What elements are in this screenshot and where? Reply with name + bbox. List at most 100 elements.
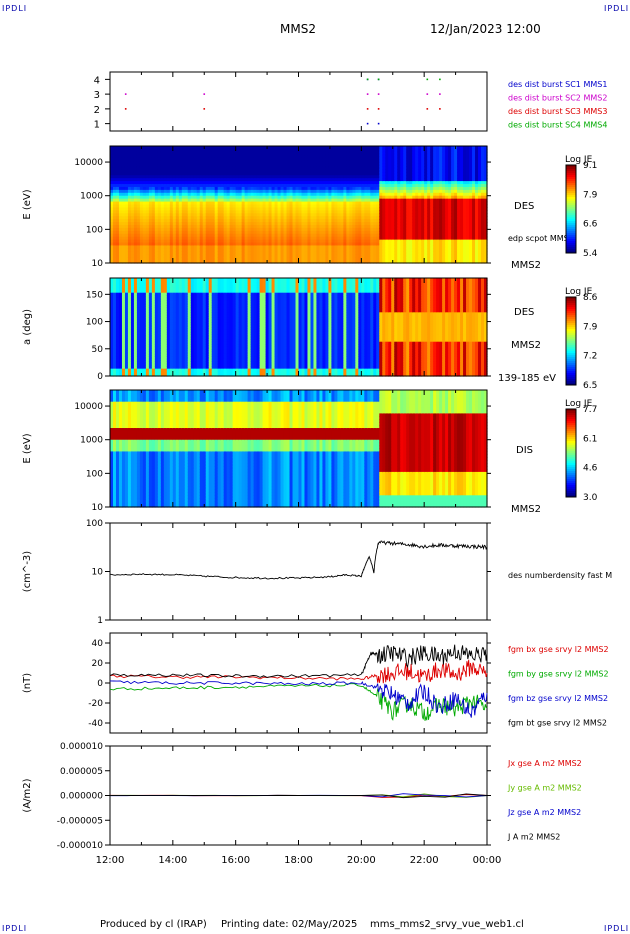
spectrogram-cell — [214, 207, 219, 211]
spectrogram-cell — [214, 184, 219, 188]
spectrogram-cell — [157, 192, 162, 197]
spectrogram-cell — [163, 151, 168, 156]
spectrogram-cell — [187, 207, 192, 211]
spectrogram-cell — [154, 207, 159, 211]
spectrogram-cell — [187, 210, 192, 214]
spectrogram-cell — [115, 257, 120, 261]
spectrogram-cell — [142, 151, 147, 156]
spectrogram-cell — [148, 163, 153, 168]
spectrogram-cell — [142, 254, 147, 258]
spectrogram-cell — [124, 260, 129, 264]
spectrogram-cell — [160, 207, 165, 211]
spectrogram-cell — [178, 195, 183, 200]
spectrogram-cell — [211, 169, 216, 173]
spectrogram-cell — [145, 146, 150, 150]
spectrogram-cell — [118, 184, 123, 188]
spectrogram-cell — [199, 198, 204, 203]
spectrogram-cell — [139, 198, 144, 203]
spectrogram-cell — [139, 175, 144, 179]
spectrogram-cell — [145, 151, 150, 156]
spectrogram-cell — [217, 251, 222, 255]
spectrogram-cell — [163, 239, 168, 244]
spectrogram-cell — [205, 230, 210, 235]
spectrogram-cell — [223, 201, 228, 206]
spectrogram-cell — [217, 242, 222, 247]
spectrogram-cell — [172, 239, 177, 244]
spectrogram-cell — [196, 169, 201, 173]
spectrogram-cell — [223, 151, 228, 156]
spectrogram-cell — [226, 204, 231, 209]
spectrogram-cell — [181, 163, 186, 168]
spectrogram-cell — [148, 201, 153, 206]
spectrogram-cell — [136, 151, 141, 156]
spectrogram-cell — [130, 207, 135, 211]
spectrogram-cell — [166, 216, 171, 220]
spectrogram-cell — [202, 233, 207, 238]
spectrogram-cell — [124, 224, 129, 229]
spectrogram-cell — [118, 186, 123, 191]
spectrogram-cell — [160, 239, 165, 244]
spectrogram-cell — [133, 227, 138, 232]
spectrogram-cell — [211, 181, 216, 185]
spectrogram-cell — [130, 181, 135, 185]
spectrogram-cell — [202, 184, 207, 188]
spectrogram-cell — [202, 201, 207, 206]
spectrogram-cell — [115, 175, 120, 179]
spectrogram-cell — [208, 213, 213, 217]
spectrogram-cell — [148, 213, 153, 217]
spectrogram-cell — [136, 260, 141, 264]
spectrogram-cell — [142, 257, 147, 261]
spectrogram-cell — [118, 154, 123, 159]
spectrogram-cell — [139, 236, 144, 241]
spectrogram-cell — [178, 254, 183, 258]
spectrogram-cell — [133, 198, 138, 203]
spectrogram-cell — [187, 230, 192, 235]
spectrogram-cell — [205, 239, 210, 244]
spectrogram-cell — [157, 216, 162, 220]
spectrogram-cell — [190, 251, 195, 255]
spectrogram-cell — [172, 186, 177, 191]
spectrogram-cell — [133, 207, 138, 211]
spectrogram-cell — [139, 213, 144, 217]
spectrogram-cell — [127, 178, 132, 182]
spectrogram-cell — [217, 236, 222, 241]
spectrogram-cell — [127, 230, 132, 235]
spectrogram-cell — [130, 157, 135, 162]
spectrogram-cell — [169, 213, 174, 217]
spectrogram-cell — [184, 184, 189, 188]
spectrogram-cell — [196, 181, 201, 185]
spectrogram-cell — [202, 181, 207, 185]
spectrogram-cell — [205, 175, 210, 179]
spectrogram-cell — [130, 251, 135, 255]
spectrogram-cell — [166, 251, 171, 255]
spectrogram-cell — [136, 242, 141, 247]
spectrogram-cell — [133, 201, 138, 206]
spectrogram-cell — [196, 257, 201, 261]
spectrogram-cell — [214, 166, 219, 170]
spectrogram-cell — [211, 172, 216, 176]
spectrogram-cell — [130, 245, 135, 249]
spectrogram-cell — [160, 186, 165, 191]
spectrogram-cell — [145, 198, 150, 203]
spectrogram-cell — [220, 242, 225, 247]
spectrogram-cell — [112, 224, 117, 229]
spectrogram-cell — [181, 166, 186, 170]
spectrogram-cell — [166, 260, 171, 264]
spectrogram-cell — [211, 195, 216, 200]
spectrogram-cell — [190, 257, 195, 261]
spectrogram-cell — [115, 245, 120, 249]
spectrogram-cell — [115, 219, 120, 223]
spectrogram-cell — [211, 242, 216, 247]
spectrogram-cell — [169, 157, 174, 162]
spectrogram-cell — [142, 251, 147, 255]
spectrogram-cell — [205, 181, 210, 185]
spectrogram-cell — [130, 160, 135, 165]
spectrogram-cell — [130, 189, 135, 194]
spectrogram-cell — [214, 157, 219, 162]
spectrogram-cell — [208, 201, 213, 206]
spectrogram-cell — [133, 178, 138, 182]
spectrogram-cell — [157, 236, 162, 241]
spectrogram-cell — [145, 254, 150, 258]
spectrogram-cell — [226, 181, 231, 185]
spectrogram-cell — [142, 222, 147, 226]
